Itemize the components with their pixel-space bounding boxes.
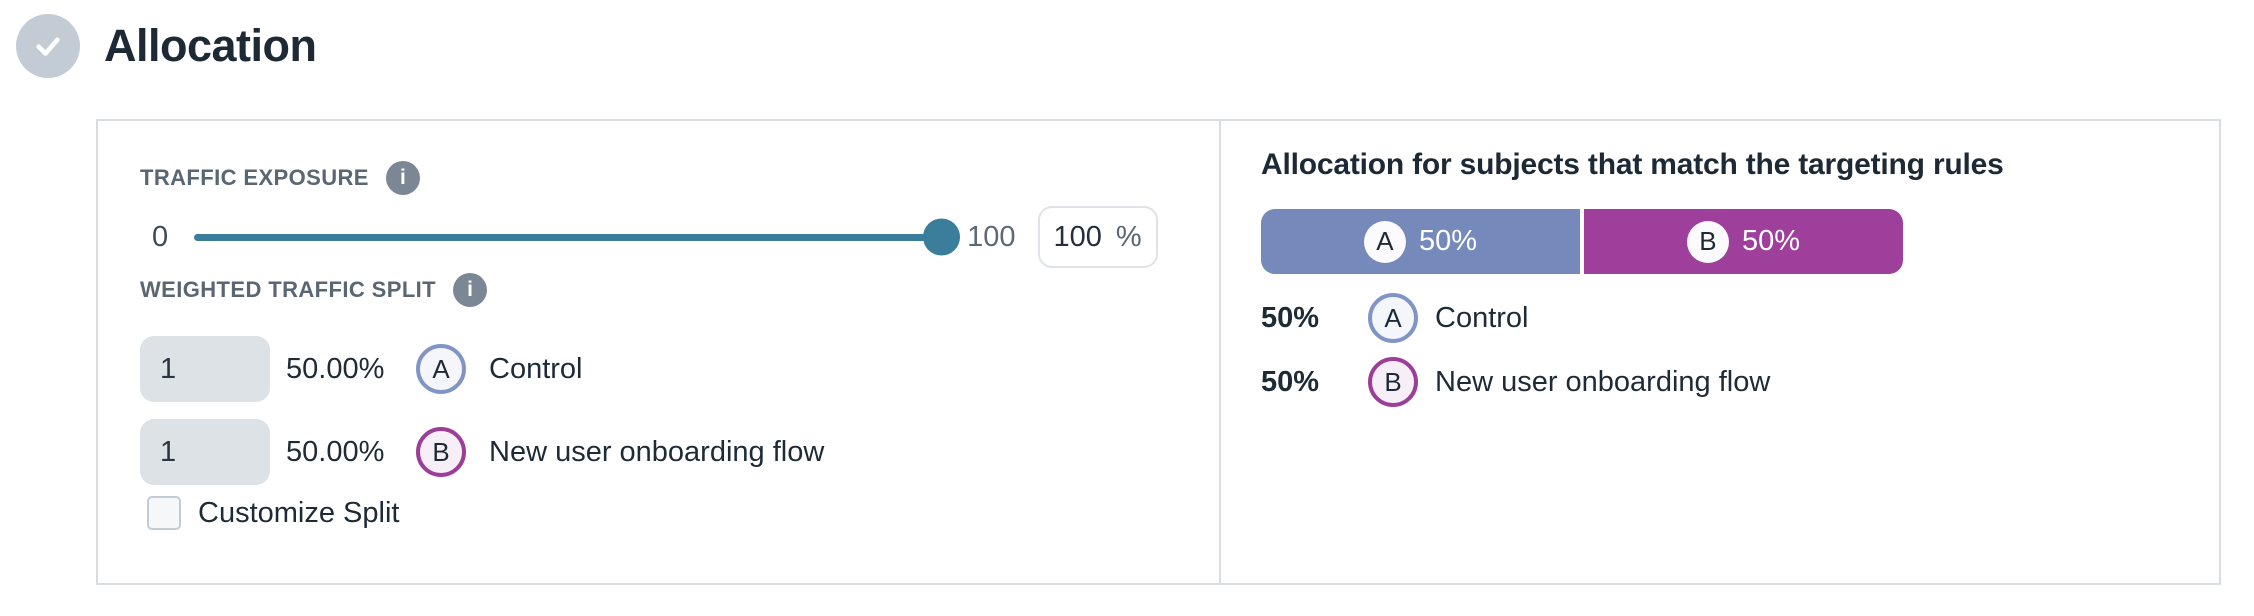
traffic-exposure-label: TRAFFIC EXPOSURE	[140, 165, 369, 190]
traffic-exposure-input[interactable]: 100 %	[1037, 206, 1158, 268]
weighted-split-label-row: WEIGHTED TRAFFIC SPLIT i	[140, 273, 1189, 307]
traffic-exposure-slider-row: 0 100 100 %	[140, 205, 1189, 269]
legend-percent-treatment: 50%	[1261, 365, 1320, 398]
allocation-settings-column: TRAFFIC EXPOSURE i 0 100 100 % WEIGHTED …	[98, 121, 1221, 583]
weight-input-control[interactable]: 1	[140, 336, 270, 402]
traffic-exposure-info-icon[interactable]: i	[385, 161, 420, 195]
legend-name-treatment: New user onboarding flow	[1435, 365, 1771, 398]
traffic-exposure-label-row: TRAFFIC EXPOSURE i	[140, 161, 1189, 195]
customize-split-row[interactable]: Customize Split	[147, 493, 1189, 533]
group-a-badge: A	[416, 344, 466, 394]
allocation-bar-segment-b: B 50%	[1584, 209, 1903, 274]
allocation-legend: 50% A Control 50% B New user onboarding …	[1261, 286, 2189, 414]
bar-group-a-badge: A	[1363, 220, 1406, 263]
allocation-panel: TRAFFIC EXPOSURE i 0 100 100 % WEIGHTED …	[96, 119, 2221, 585]
legend-percent-control: 50%	[1261, 301, 1320, 334]
legend-row-control: 50% A Control	[1261, 286, 2189, 350]
traffic-exposure-value: 100	[1053, 220, 1102, 253]
slider-handle[interactable]	[923, 218, 961, 256]
bar-group-a-percent: 50%	[1418, 225, 1478, 257]
group-row-control: 1 50.00% A Control	[140, 336, 1189, 402]
weighted-split-info-icon[interactable]: i	[453, 273, 488, 307]
legend-name-control: Control	[1435, 301, 1529, 334]
group-name-control: Control	[489, 352, 583, 385]
slider-min-label: 0	[152, 220, 169, 253]
allocation-preview-heading: Allocation for subjects that match the t…	[1261, 148, 2004, 181]
section-header: Allocation	[16, 14, 317, 78]
allocation-bar: A 50% B 50%	[1261, 209, 1903, 274]
percent-unit-label: %	[1115, 220, 1142, 253]
allocation-preview-column: Allocation for subjects that match the t…	[1221, 121, 2219, 583]
page-title: Allocation	[104, 20, 317, 71]
legend-group-a-badge: A	[1368, 293, 1418, 343]
group-b-badge: B	[416, 427, 466, 477]
weight-input-treatment[interactable]: 1	[140, 419, 270, 485]
customize-split-checkbox[interactable]	[147, 496, 181, 530]
traffic-exposure-slider[interactable]	[194, 218, 961, 256]
group-row-treatment: 1 50.00% B New user onboarding flow	[140, 419, 1189, 485]
legend-group-b-badge: B	[1368, 357, 1418, 407]
allocation-bar-segment-a: A 50%	[1261, 209, 1580, 274]
bar-group-b-percent: 50%	[1741, 225, 1801, 257]
customize-split-label: Customize Split	[198, 496, 400, 529]
weighted-split-label: WEIGHTED TRAFFIC SPLIT	[140, 277, 437, 302]
completed-check-icon	[16, 14, 80, 78]
weight-percent-treatment: 50.00%	[286, 435, 385, 468]
checkmark-icon	[36, 37, 60, 56]
group-name-treatment: New user onboarding flow	[489, 435, 825, 468]
legend-row-treatment: 50% B New user onboarding flow	[1261, 350, 2189, 414]
slider-max-label: 100	[967, 220, 1016, 253]
weight-percent-control: 50.00%	[286, 352, 385, 385]
bar-group-b-badge: B	[1686, 220, 1729, 263]
